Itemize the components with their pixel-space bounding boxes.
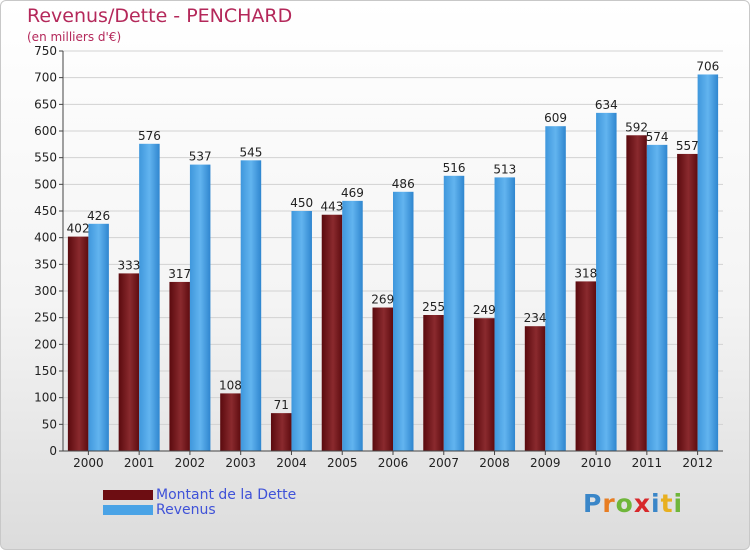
bar-revenus bbox=[697, 74, 719, 451]
y-tick-label: 600 bbox=[34, 124, 57, 138]
x-tick-label: 2004 bbox=[276, 456, 307, 470]
y-tick-label: 500 bbox=[34, 177, 57, 191]
bar-debt bbox=[626, 135, 647, 451]
proxiti-logo: Proxiti bbox=[583, 489, 683, 518]
legend-label-debt: Montant de la Dette bbox=[156, 487, 297, 503]
data-label-debt: 269 bbox=[371, 293, 394, 307]
y-tick-label: 200 bbox=[34, 337, 57, 351]
data-label-revenus: 516 bbox=[443, 161, 466, 175]
y-tick-label: 750 bbox=[34, 44, 57, 58]
data-label-debt: 108 bbox=[219, 378, 242, 392]
legend-item-debt: Montant de la Dette bbox=[103, 487, 296, 503]
data-label-debt: 249 bbox=[473, 303, 496, 317]
chart-subtitle: (en milliers d'€) bbox=[27, 30, 122, 44]
data-label-revenus: 576 bbox=[138, 129, 161, 143]
data-label-debt: 592 bbox=[625, 120, 648, 134]
y-tick-label: 700 bbox=[34, 71, 57, 85]
y-tick-label: 350 bbox=[34, 257, 57, 271]
bar-revenus bbox=[393, 191, 414, 452]
bar-revenus bbox=[189, 164, 211, 451]
bar-debt bbox=[220, 393, 241, 451]
data-label-revenus: 706 bbox=[696, 59, 719, 73]
chart-title: Revenus/Dette - PENCHARD bbox=[27, 5, 293, 27]
bar-revenus bbox=[240, 160, 262, 452]
bar-debt bbox=[423, 315, 444, 451]
bar-revenus bbox=[596, 112, 617, 451]
bar-debt bbox=[474, 318, 495, 451]
x-tick-label: 2009 bbox=[530, 456, 561, 470]
y-tick-label: 300 bbox=[34, 284, 57, 298]
y-tick-label: 400 bbox=[34, 231, 57, 245]
bar-revenus bbox=[342, 200, 363, 451]
x-tick-label: 2005 bbox=[327, 456, 358, 470]
y-tick-label: 100 bbox=[34, 391, 57, 405]
legend-item-revenus: Revenus bbox=[103, 502, 216, 518]
data-label-revenus: 486 bbox=[392, 177, 415, 191]
bar-debt bbox=[575, 281, 597, 451]
data-label-revenus: 545 bbox=[239, 145, 262, 159]
bar-debt bbox=[677, 153, 698, 451]
logo-letter: i bbox=[673, 489, 684, 518]
x-tick-label: 2008 bbox=[479, 456, 510, 470]
logo-letter: i bbox=[651, 489, 661, 518]
x-tick-label: 2002 bbox=[175, 456, 206, 470]
data-label-debt: 234 bbox=[524, 311, 547, 325]
logo-letter: t bbox=[660, 489, 674, 518]
data-label-revenus: 450 bbox=[290, 196, 313, 210]
data-label-revenus: 513 bbox=[493, 162, 516, 176]
x-tick-label: 2010 bbox=[581, 456, 612, 470]
x-tick-label: 2000 bbox=[73, 456, 104, 470]
data-label-debt: 318 bbox=[574, 266, 597, 280]
data-label-debt: 333 bbox=[117, 258, 140, 272]
x-tick-label: 2001 bbox=[124, 456, 155, 470]
bar-debt bbox=[524, 326, 546, 451]
logo-letter: o bbox=[615, 489, 634, 518]
bar-revenus bbox=[494, 177, 516, 451]
bar-revenus bbox=[139, 143, 160, 452]
bar-debt bbox=[169, 281, 190, 451]
bar-debt bbox=[270, 413, 292, 451]
legend-swatch-revenus bbox=[103, 505, 153, 515]
bar-debt bbox=[118, 273, 140, 451]
data-label-revenus: 574 bbox=[646, 130, 669, 144]
legend-swatch-debt bbox=[103, 490, 153, 500]
data-label-debt: 443 bbox=[321, 200, 344, 214]
data-label-debt: 255 bbox=[422, 300, 445, 314]
data-label-revenus: 609 bbox=[544, 111, 567, 125]
x-tick-label: 2011 bbox=[632, 456, 663, 470]
bar-revenus bbox=[443, 175, 465, 452]
logo-letter: x bbox=[633, 489, 651, 518]
data-label-debt: 402 bbox=[67, 222, 90, 236]
data-label-revenus: 426 bbox=[87, 209, 110, 223]
y-tick-label: 50 bbox=[42, 417, 57, 431]
bar-revenus bbox=[291, 211, 312, 451]
y-tick-label: 650 bbox=[34, 97, 57, 111]
data-label-revenus: 537 bbox=[189, 150, 212, 164]
bar-debt bbox=[67, 236, 89, 451]
bar-revenus bbox=[88, 223, 109, 451]
y-tick-label: 450 bbox=[34, 204, 57, 218]
y-tick-label: 550 bbox=[34, 151, 57, 165]
data-label-debt: 557 bbox=[676, 139, 699, 153]
data-label-revenus: 469 bbox=[341, 186, 364, 200]
data-label-revenus: 634 bbox=[595, 98, 618, 112]
logo-letter: r bbox=[602, 489, 616, 518]
bar-debt bbox=[372, 307, 393, 451]
y-tick-label: 0 bbox=[49, 444, 57, 458]
logo-letter: P bbox=[583, 489, 603, 518]
x-tick-label: 2012 bbox=[682, 456, 713, 470]
legend-label-revenus: Revenus bbox=[156, 502, 216, 518]
bar-debt bbox=[321, 214, 343, 451]
data-label-debt: 71 bbox=[274, 398, 289, 412]
y-tick-label: 150 bbox=[34, 364, 57, 378]
x-tick-label: 2003 bbox=[225, 456, 256, 470]
x-tick-label: 2006 bbox=[378, 456, 409, 470]
bar-revenus bbox=[646, 144, 668, 451]
data-label-debt: 317 bbox=[168, 267, 191, 281]
bar-revenus bbox=[545, 126, 566, 451]
y-tick-label: 250 bbox=[34, 311, 57, 325]
x-tick-label: 2007 bbox=[428, 456, 459, 470]
